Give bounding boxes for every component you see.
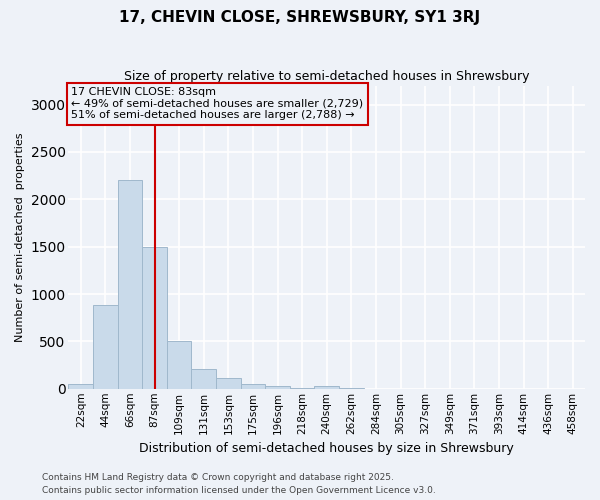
Bar (265, 386, 290, 389)
Bar (290, 388, 314, 389)
Bar (314, 386, 339, 389)
Bar (68, 384, 93, 389)
Bar (241, 384, 265, 389)
X-axis label: Distribution of semi-detached houses by size in Shrewsbury: Distribution of semi-detached houses by … (139, 442, 514, 455)
Bar (142, 246, 167, 389)
Y-axis label: Number of semi-detached  properties: Number of semi-detached properties (15, 132, 25, 342)
Bar (191, 369, 216, 389)
Text: Contains HM Land Registry data © Crown copyright and database right 2025.
Contai: Contains HM Land Registry data © Crown c… (42, 474, 436, 495)
Bar (118, 180, 142, 389)
Text: 17 CHEVIN CLOSE: 83sqm
← 49% of semi-detached houses are smaller (2,729)
51% of : 17 CHEVIN CLOSE: 83sqm ← 49% of semi-det… (71, 87, 363, 120)
Title: Size of property relative to semi-detached houses in Shrewsbury: Size of property relative to semi-detach… (124, 70, 529, 83)
Bar (93, 306, 118, 389)
Bar (216, 378, 241, 389)
Text: 17, CHEVIN CLOSE, SHREWSBURY, SY1 3RJ: 17, CHEVIN CLOSE, SHREWSBURY, SY1 3RJ (119, 10, 481, 25)
Bar (167, 342, 191, 389)
